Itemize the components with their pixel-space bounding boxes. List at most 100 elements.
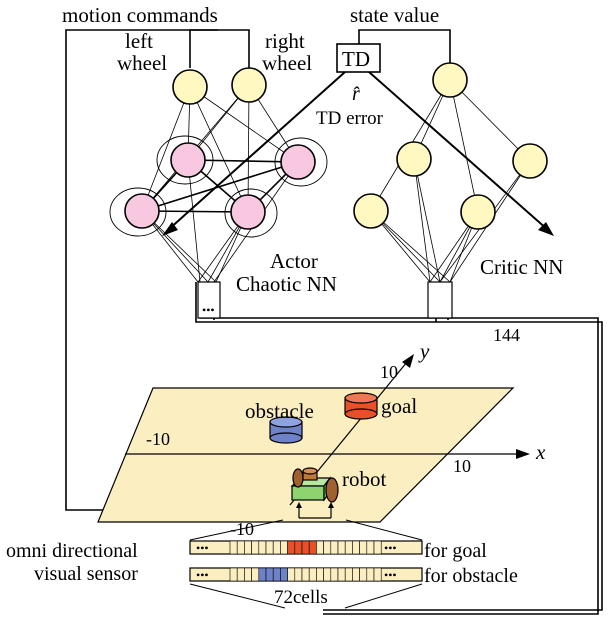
sensor-cell [352, 567, 360, 582]
sensor-cell [316, 567, 324, 582]
self-loop-ellipses [109, 135, 328, 238]
sensor-cell [294, 540, 303, 555]
sensor-cell [258, 567, 267, 582]
sensor-ellipsis: ••• [196, 568, 209, 582]
y-axis-label: y [418, 339, 430, 363]
neuron-left-wheel [172, 69, 208, 105]
obstacle-label: obstacle [245, 399, 314, 423]
sensor-obstacle-row: ••• ••• [189, 567, 423, 582]
sensor-cell [366, 567, 375, 582]
sensor-cell [359, 540, 368, 555]
sensor-cell [229, 567, 238, 582]
y-max-label: 10 [380, 362, 398, 382]
td-arrowhead-critic [538, 222, 554, 236]
left-wheel-label-2: wheel [117, 51, 167, 75]
environment-field [97, 387, 515, 523]
sensor-cell [301, 540, 310, 555]
cells-label: 72cells [274, 587, 328, 608]
td-error-arrows [167, 71, 549, 231]
for-obstacle-label: for obstacle [424, 565, 518, 587]
robot-label: robot [342, 467, 386, 491]
sensor-cell [359, 567, 368, 582]
motion-commands-label: motion commands [62, 3, 218, 27]
sensor-cell [301, 567, 310, 582]
y-min-label: -10 [230, 519, 254, 539]
sensor-cell [337, 540, 346, 555]
td-error-label: TD error [316, 108, 384, 129]
td-box [336, 43, 381, 73]
sensor-cell [373, 567, 382, 582]
sensor-cell [366, 540, 375, 555]
sensor-cell [251, 540, 260, 555]
sensor-cell [344, 540, 353, 555]
obstacle-cylinder [269, 416, 303, 444]
sensor-cell [308, 567, 317, 582]
state-value-label: state value [350, 3, 439, 27]
input-stubs [197, 281, 453, 319]
sensor-cell [244, 567, 252, 582]
sensor-cell [272, 540, 281, 555]
r-hat-label: r̂ [352, 83, 360, 105]
sensor-cell [287, 567, 296, 582]
sensor-ellipsis: ••• [384, 568, 397, 582]
goal-label: goal [381, 394, 417, 418]
critic-nn-label: Critic NN [480, 255, 563, 279]
left-wheel-label-1: left [125, 29, 153, 53]
actor-output-neurons [172, 67, 267, 105]
sensor-cell [280, 540, 288, 555]
sensor-ellipsis: ••• [384, 541, 397, 555]
chaotic-neurons [124, 142, 316, 230]
sensor-cell [236, 567, 245, 582]
sensor-cell [344, 567, 353, 582]
td-arrowhead-actor [162, 222, 178, 236]
sensor-label-2: visual sensor [34, 563, 138, 585]
sensor-cell [316, 540, 324, 555]
sensor-cell [373, 540, 382, 555]
y-arrowhead [402, 354, 414, 368]
sensor-trapezoid [189, 519, 423, 609]
sensor-cell [265, 540, 274, 555]
sensor-cell [352, 540, 360, 555]
sensor-cell [258, 540, 267, 555]
chaotic-nn-label: Chaotic NN [236, 272, 337, 296]
arrowhead-left-wheel [296, 502, 302, 508]
x-min-label: -10 [146, 429, 170, 449]
critic-neurons [353, 62, 548, 230]
right-wheel-label-1: right [265, 29, 305, 53]
sensor-cell [294, 567, 303, 582]
for-goal-label: for goal [424, 540, 487, 562]
sensor-ellipsis: ••• [196, 541, 209, 555]
sensor-cell [236, 540, 245, 555]
sensor-cell [287, 540, 296, 555]
neuron-right-wheel [231, 67, 267, 103]
sensor-goal-row: ••• ••• [189, 540, 423, 555]
count-144-label: 144 [493, 325, 520, 345]
sensor-cell [323, 567, 332, 582]
goal-cylinder [344, 392, 378, 420]
sensor-cell [308, 540, 317, 555]
sensor-cell [251, 567, 260, 582]
sensor-label-1: omni directional [6, 540, 138, 562]
actor-label: Actor [270, 249, 318, 273]
sensor-cell [244, 540, 252, 555]
critic-connections [370, 79, 531, 283]
sensor-cell [265, 567, 274, 582]
sensor-cell [272, 567, 281, 582]
sensor-cell [330, 567, 339, 582]
neuron-state-value [432, 62, 468, 98]
robot [290, 467, 339, 503]
x-axis-label: x [535, 440, 546, 464]
td-box-label: TD [342, 47, 370, 71]
arrowhead-right-wheel [328, 502, 334, 508]
right-wheel-label-2: wheel [262, 51, 312, 75]
sensor-cell [337, 567, 346, 582]
sensor-cell [229, 540, 238, 555]
x-arrowhead [516, 449, 530, 459]
x-max-label: 10 [453, 456, 471, 476]
sensor-cell [280, 567, 288, 582]
actor-input-dots: ••• [202, 303, 215, 317]
sensor-cell [330, 540, 339, 555]
sensor-cell [323, 540, 332, 555]
